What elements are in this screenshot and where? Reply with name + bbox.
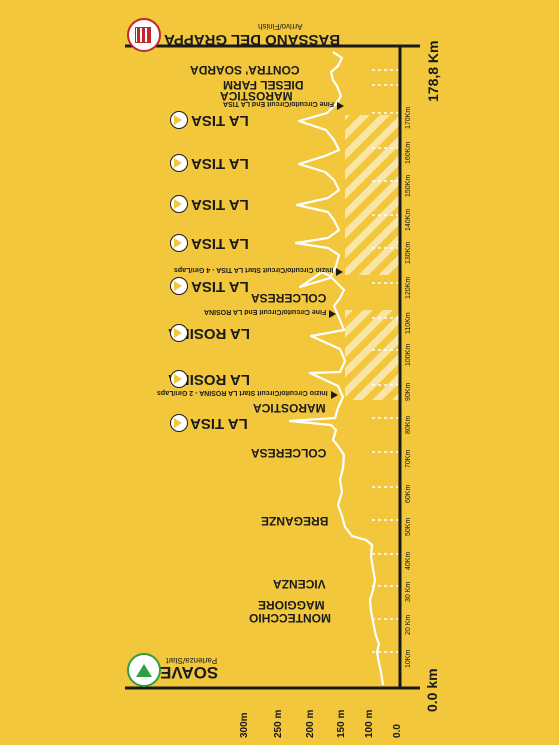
finish-km: 178,8 Km xyxy=(425,40,441,102)
climb-label: LA TISA xyxy=(191,235,249,252)
distance-tick-label: 10Km xyxy=(405,649,412,668)
elevation-tick-label: 0.0 xyxy=(392,724,403,738)
distance-tick-label: 110Km xyxy=(405,312,412,334)
climb-badge xyxy=(170,154,188,172)
distance-tick-label: 30 Km xyxy=(405,581,412,602)
circuit-arrow xyxy=(336,268,343,276)
climb-triangle-icon xyxy=(174,418,182,428)
distance-tick-label: 20 Km xyxy=(405,614,412,635)
climb-badge xyxy=(170,370,188,388)
distance-tick-label: 120Km xyxy=(405,276,412,299)
distance-tick-label: 170Km xyxy=(405,106,412,129)
place-label: VICENZA xyxy=(273,577,326,591)
distance-tick-label: 130Km xyxy=(405,241,412,264)
distance-tick-label: 90Km xyxy=(405,382,412,401)
circuit-arrow xyxy=(337,102,344,110)
circuit-note: Fine Circuito/Circuit End LA TISA xyxy=(223,100,334,107)
climb-label: LA TISA xyxy=(191,155,249,172)
place-label: COLCERESA xyxy=(250,291,326,305)
climb-label: LA TISA xyxy=(191,112,249,129)
start-sub: Partenza/Start xyxy=(165,656,217,665)
place-label: MONTECCHIO xyxy=(249,611,331,625)
climb-triangle-icon xyxy=(174,115,182,125)
start-triangle-icon xyxy=(136,664,152,677)
climb-triangle-icon xyxy=(174,158,182,168)
climb-label: LA TISA xyxy=(190,415,248,432)
finish-badge xyxy=(127,18,161,52)
distance-tick-label: 60Km xyxy=(405,484,412,503)
circuit-arrow xyxy=(331,391,338,399)
start-name: SOAVE xyxy=(159,663,218,682)
elevation-tick-label: 300m xyxy=(239,712,250,738)
distance-gridlines xyxy=(372,69,398,653)
climb-badge xyxy=(170,111,188,129)
elevation-tick-label: 100 m xyxy=(364,709,375,738)
finish-name: BASSANO DEL GRAPPA xyxy=(163,31,340,48)
rosina-circuit-zone xyxy=(345,310,400,400)
distance-tick-label: 80Km xyxy=(405,415,412,434)
elevation-tick-label: 150 m xyxy=(336,709,347,738)
distance-tick-label: 140Km xyxy=(405,208,412,231)
elevation-tick-label: 200 m xyxy=(305,709,316,738)
circuit-note: Fine Circuito/Circuit End LA ROSINA xyxy=(203,308,326,315)
distance-tick-label: 50Km xyxy=(405,517,412,536)
distance-tick-label: 160Km xyxy=(405,141,412,164)
place-label: COLCERESA xyxy=(250,446,326,460)
climb-badge xyxy=(170,234,188,252)
tisa-circuit-zone xyxy=(345,115,400,275)
circuit-arrow xyxy=(329,310,336,318)
climb-label: LA TISA xyxy=(191,278,249,295)
start-badge xyxy=(127,653,161,687)
elevation-tick-label: 250 m xyxy=(273,709,284,738)
elevation-profile-line xyxy=(288,51,385,686)
climb-badge xyxy=(170,195,188,213)
climb-triangle-icon xyxy=(174,281,182,291)
distance-tick-label: 70Km xyxy=(405,449,412,468)
climb-badge xyxy=(170,414,188,432)
climb-triangle-icon xyxy=(174,238,182,248)
climb-badge xyxy=(170,324,188,342)
start-km: 0.0 km xyxy=(424,668,440,712)
finish-sub: Arrivo/Finish xyxy=(257,22,302,31)
climb-triangle-icon xyxy=(174,328,182,338)
place-label: CONTRA' SOARDA xyxy=(190,63,300,77)
distance-tick-label: 150Km xyxy=(405,174,412,197)
climb-triangle-icon xyxy=(174,374,182,384)
circuit-note: Inizio Circuito/Circuit Start LA ROSINA … xyxy=(157,389,328,396)
distance-tick-label: 40Km xyxy=(405,551,412,570)
circuit-note: Inizio Circuito/Circuit Start LA TISA - … xyxy=(173,266,333,273)
climb-badge xyxy=(170,277,188,295)
climb-triangle-icon xyxy=(174,199,182,209)
place-label-line2: MAGGIORE xyxy=(258,598,325,612)
place-label: BREGANZE xyxy=(260,514,328,528)
place-label: DIESEL FARM xyxy=(222,78,303,92)
distance-tick-label: 100Km xyxy=(405,343,412,366)
climb-label: LA TISA xyxy=(191,196,249,213)
finish-tower-icon xyxy=(135,27,151,43)
place-label: MAROSTICA xyxy=(253,401,326,415)
